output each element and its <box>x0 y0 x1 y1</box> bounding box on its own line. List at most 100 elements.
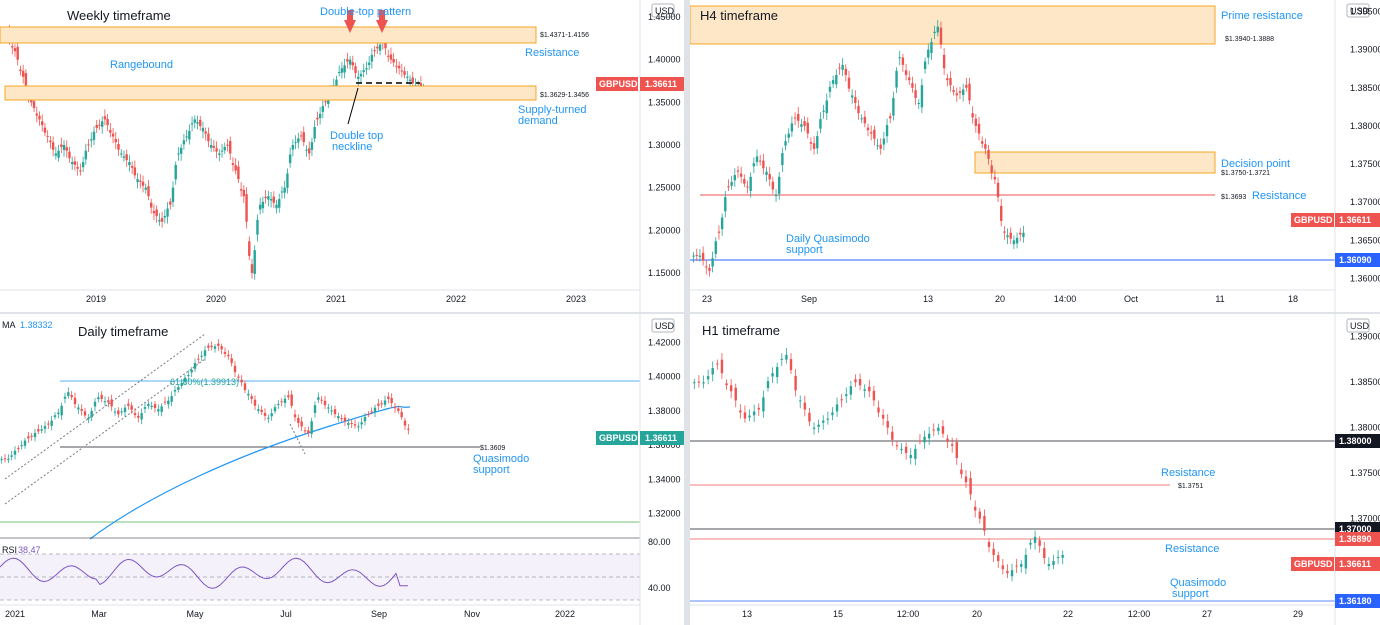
candle-body <box>357 76 360 79</box>
candle-body <box>157 409 160 412</box>
candle-body <box>758 160 762 162</box>
candle-body <box>908 77 911 81</box>
candle-body <box>288 154 292 164</box>
h1-symbol-tag <box>1291 557 1334 571</box>
candle-body <box>220 346 223 350</box>
candle-body <box>256 219 259 235</box>
h4-chart[interactable]: H4 timeframe Prime resistance $1.3940-1.… <box>690 0 1380 312</box>
y-tick-label: 1.25000 <box>648 183 681 193</box>
double-top-arrow-2-stem <box>379 10 385 20</box>
candle-body <box>280 401 283 403</box>
candle-body <box>1019 232 1022 235</box>
candle-body <box>37 429 40 432</box>
daily-chart[interactable]: MA 1.38332 Daily timeframe 61.80%(1.3991… <box>0 314 684 625</box>
candle-body <box>946 78 949 81</box>
rsi-band <box>0 554 640 600</box>
candle-body <box>768 173 771 180</box>
candle-body <box>348 59 352 65</box>
candle-body <box>383 400 387 405</box>
candle-body <box>900 448 903 451</box>
candle-body <box>714 241 717 254</box>
h1-currency-label: USD <box>1350 321 1370 331</box>
candle-body <box>727 186 730 188</box>
candle-body <box>904 446 908 453</box>
candle-body <box>220 150 224 152</box>
candle-body <box>819 119 822 129</box>
candle-body <box>203 350 207 356</box>
candle-body <box>841 64 844 70</box>
candle-body <box>286 173 289 188</box>
h1-currency-badge[interactable] <box>1346 318 1370 333</box>
candle-body <box>63 396 67 399</box>
candle-body <box>147 186 150 197</box>
x-tick-label: 12:00 <box>897 609 920 619</box>
candle-body <box>77 407 80 410</box>
double-top-arrow-1 <box>344 20 356 33</box>
candle-body <box>73 161 77 165</box>
candle-body <box>182 140 186 145</box>
candle-body <box>400 412 403 418</box>
h4-symbol-tag <box>1291 213 1334 227</box>
candle-body <box>403 420 407 426</box>
candle-body <box>155 209 158 217</box>
candle-body <box>863 116 867 124</box>
h4-currency-badge[interactable] <box>1346 3 1370 18</box>
h1-candles <box>693 347 1064 582</box>
candle-body <box>133 167 137 176</box>
candle-body <box>130 165 134 168</box>
candle-body <box>964 476 968 483</box>
candle-body <box>828 86 832 92</box>
candle-body <box>822 110 825 112</box>
h1-x-axis: 13 15 12:00 20 22 12:00 27 29 <box>742 609 1303 619</box>
candle-body <box>716 363 719 365</box>
candle-body <box>267 196 270 200</box>
y-tick-label: 1.38500 <box>1350 377 1380 387</box>
weekly-chart[interactable]: Weekly timeframe Double-top pattern Resi… <box>0 0 684 312</box>
h1-chart-panel[interactable]: H1 timeframe Resistance $1.3751 Resistan… <box>690 314 1380 625</box>
candle-body <box>185 136 188 138</box>
candle-body <box>835 404 839 412</box>
candle-body <box>755 156 759 163</box>
candle-body <box>692 255 695 257</box>
candle-body <box>901 57 905 65</box>
h1-chart[interactable]: H1 timeframe Resistance $1.3751 Resistan… <box>690 314 1380 625</box>
candle-body <box>109 129 112 133</box>
weekly-resistance-zone <box>0 26 537 44</box>
daily-symbol-text: GBPUSD <box>599 433 638 443</box>
daily-currency-badge[interactable] <box>651 318 675 333</box>
weekly-chart-panel[interactable]: Weekly timeframe Double-top pattern Resi… <box>0 0 684 312</box>
daily-ma-label: MA <box>2 320 16 330</box>
weekly-currency-badge[interactable] <box>651 3 675 18</box>
candle-body <box>1012 240 1016 245</box>
candle-body <box>941 426 945 434</box>
h4-resistance-label: Resistance <box>1252 190 1306 202</box>
candle-body <box>955 93 959 96</box>
candle-body <box>942 54 946 69</box>
candle-body <box>876 145 879 147</box>
daily-price-text: 1.36611 <box>645 433 677 443</box>
candle-body <box>343 417 347 422</box>
h4-dq-label-2: support <box>786 244 823 256</box>
candle-body <box>958 91 962 93</box>
candle-body <box>21 70 25 77</box>
candle-body <box>340 68 344 73</box>
candle-body <box>766 381 770 388</box>
candle-body <box>695 255 698 257</box>
daily-chart-panel[interactable]: MA 1.38332 Daily timeframe 61.80%(1.3991… <box>0 314 684 625</box>
candle-body <box>239 189 243 191</box>
h4-price-tag <box>1335 213 1380 227</box>
candle-body <box>397 65 401 69</box>
candle-body <box>889 116 892 119</box>
candle-body <box>50 420 53 426</box>
candle-body <box>891 431 894 440</box>
candle-body <box>233 365 237 373</box>
x-tick-label: Oct <box>1124 294 1139 304</box>
h4-chart-panel[interactable]: H4 timeframe Prime resistance $1.3940-1.… <box>690 0 1380 312</box>
candle-body <box>111 133 115 137</box>
candle-body <box>253 399 257 406</box>
candle-body <box>300 421 303 427</box>
candle-body <box>150 405 153 407</box>
candle-body <box>141 181 145 186</box>
y-tick-label: 1.36500 <box>1350 235 1380 245</box>
candle-body <box>140 413 143 420</box>
